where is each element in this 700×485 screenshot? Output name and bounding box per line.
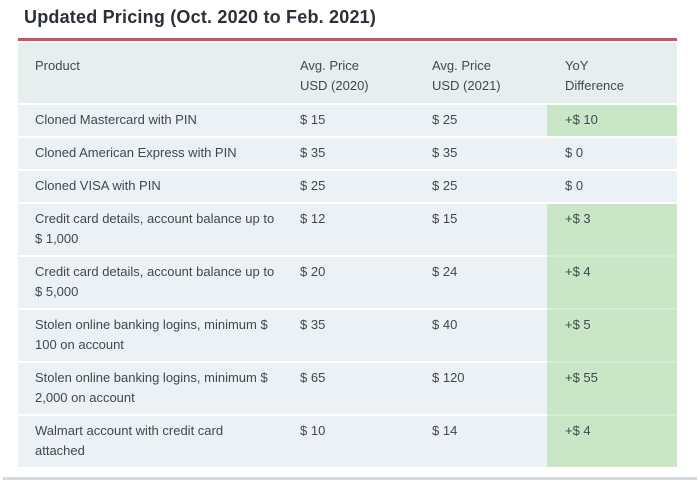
price-2020-cell: $ 35 — [292, 308, 420, 361]
table-row: Walmart account with credit card attache… — [18, 414, 677, 467]
accent-rule — [18, 38, 677, 41]
price-2021-cell: $ 25 — [420, 103, 547, 136]
price-2020-cell: $ 35 — [292, 136, 420, 169]
product-cell: Cloned American Express with PIN — [18, 136, 292, 169]
yoy-difference-cell: +$ 4 — [547, 414, 677, 467]
yoy-difference-cell: +$ 4 — [547, 255, 677, 308]
header-yoy-difference: YoY Difference — [547, 43, 677, 103]
price-2020-cell: $ 65 — [292, 361, 420, 414]
price-2020-cell: $ 25 — [292, 169, 420, 202]
product-cell: Cloned Mastercard with PIN — [18, 103, 292, 136]
table-row: Stolen online banking logins, minimum $ … — [18, 308, 677, 361]
product-cell: Stolen online banking logins, minimum $ … — [18, 308, 292, 361]
price-2020-cell: $ 15 — [292, 103, 420, 136]
table-header-row: Product Avg. Price USD (2020) Avg. Price… — [18, 43, 677, 103]
table-row: Stolen online banking logins, minimum $ … — [18, 361, 677, 414]
table-row: Cloned American Express with PIN $ 35 $ … — [18, 136, 677, 169]
price-2020-cell: $ 12 — [292, 202, 420, 255]
product-cell: Cloned VISA with PIN — [18, 169, 292, 202]
price-2021-cell: $ 24 — [420, 255, 547, 308]
page-title: Updated Pricing (Oct. 2020 to Feb. 2021) — [24, 7, 377, 27]
table-row: Credit card details, account balance up … — [18, 255, 677, 308]
price-2021-cell: $ 25 — [420, 169, 547, 202]
price-2021-cell: $ 15 — [420, 202, 547, 255]
product-cell: Credit card details, account balance up … — [18, 202, 292, 255]
table-row: Cloned VISA with PIN $ 25 $ 25 $ 0 — [18, 169, 677, 202]
header-product: Product — [18, 43, 292, 103]
yoy-difference-cell: $ 0 — [547, 136, 677, 169]
pricing-table: Product Avg. Price USD (2020) Avg. Price… — [18, 43, 677, 467]
product-cell: Walmart account with credit card attache… — [18, 414, 292, 467]
yoy-difference-cell: $ 0 — [547, 169, 677, 202]
header-price-2021: Avg. Price USD (2021) — [420, 43, 547, 103]
price-2020-cell: $ 20 — [292, 255, 420, 308]
yoy-difference-cell: +$ 10 — [547, 103, 677, 136]
yoy-difference-cell: +$ 5 — [547, 308, 677, 361]
yoy-difference-cell: +$ 55 — [547, 361, 677, 414]
product-cell: Stolen online banking logins, minimum $ … — [18, 361, 292, 414]
price-2021-cell: $ 40 — [420, 308, 547, 361]
table-row: Cloned Mastercard with PIN $ 15 $ 25 +$ … — [18, 103, 677, 136]
price-2020-cell: $ 10 — [292, 414, 420, 467]
price-2021-cell: $ 120 — [420, 361, 547, 414]
yoy-difference-cell: +$ 3 — [547, 202, 677, 255]
table-row: Credit card details, account balance up … — [18, 202, 677, 255]
header-price-2020: Avg. Price USD (2020) — [292, 43, 420, 103]
price-2021-cell: $ 35 — [420, 136, 547, 169]
product-cell: Credit card details, account balance up … — [18, 255, 292, 308]
bottom-divider — [3, 477, 697, 480]
price-2021-cell: $ 14 — [420, 414, 547, 467]
